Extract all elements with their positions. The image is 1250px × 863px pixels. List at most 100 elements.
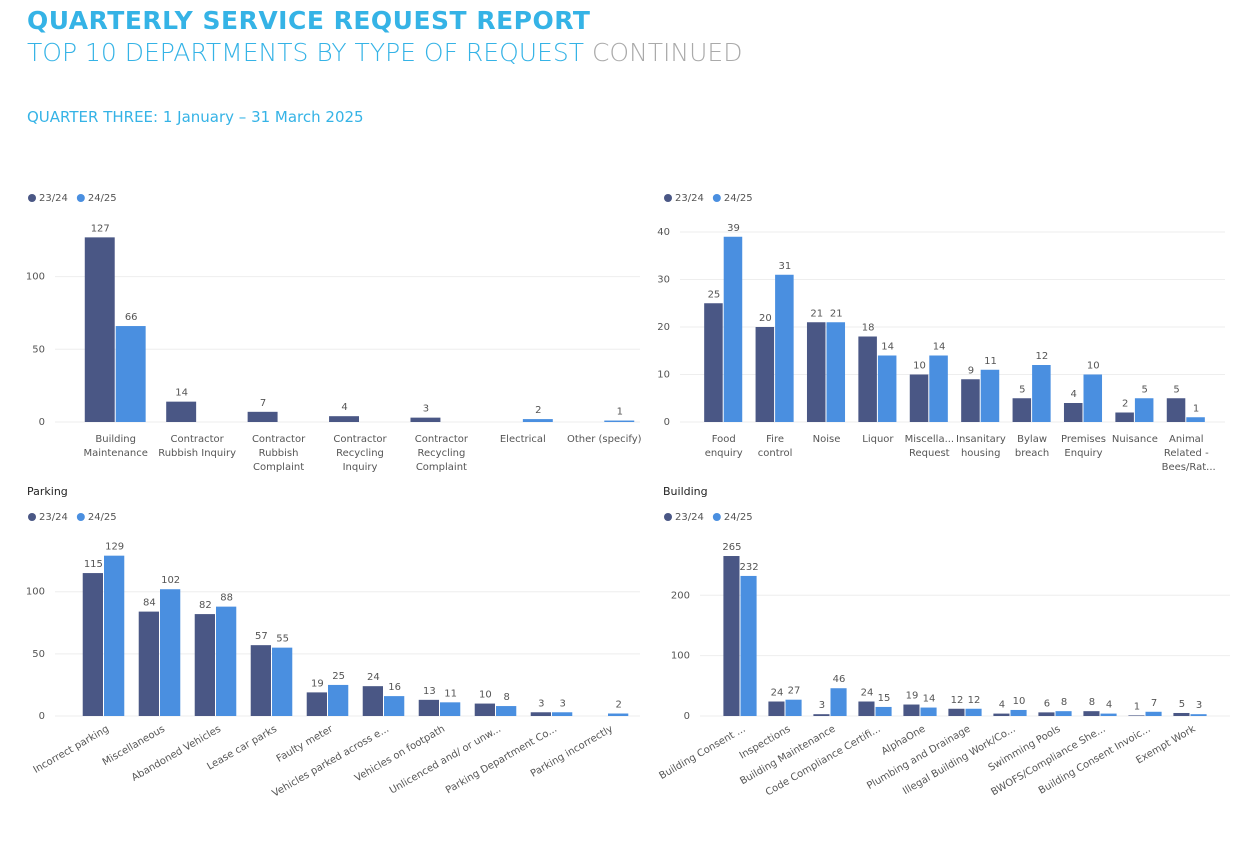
bar bbox=[474, 703, 495, 716]
bar bbox=[858, 336, 877, 422]
bar bbox=[216, 606, 237, 716]
value-label: 20 bbox=[759, 313, 772, 324]
x-tick-label: Incorrect parking bbox=[32, 724, 111, 776]
value-label: 39 bbox=[727, 223, 740, 234]
value-label: 1 bbox=[617, 407, 623, 418]
value-label: 265 bbox=[722, 542, 741, 553]
value-label: 19 bbox=[311, 678, 324, 689]
value-label: 21 bbox=[810, 308, 823, 319]
x-tick-label: Noise bbox=[812, 434, 841, 445]
value-label: 2 bbox=[1122, 399, 1128, 410]
x-tick-label: Electrical bbox=[499, 434, 546, 445]
value-label: 6 bbox=[1044, 698, 1050, 709]
x-tick-label: Contractor Rubbish Inquiry bbox=[158, 434, 237, 459]
x-tick-label: Contractor Recycling Inquiry bbox=[333, 434, 387, 473]
bar bbox=[929, 355, 948, 422]
bar bbox=[1063, 403, 1083, 422]
bar bbox=[1055, 711, 1072, 716]
value-label: 57 bbox=[255, 631, 268, 642]
value-label: 55 bbox=[276, 634, 289, 645]
x-tick-label: Vehicles on footpath bbox=[353, 724, 447, 785]
legend-marker bbox=[76, 194, 85, 202]
bar bbox=[1038, 712, 1055, 716]
bar bbox=[768, 701, 785, 716]
value-label: 3 bbox=[1196, 700, 1202, 711]
x-tick-label: Food enquiry bbox=[704, 434, 743, 459]
value-label: 10 bbox=[1087, 361, 1100, 372]
bar bbox=[1190, 714, 1207, 716]
bar bbox=[552, 712, 573, 716]
bar bbox=[909, 374, 929, 422]
value-label: 129 bbox=[105, 542, 124, 553]
bar bbox=[704, 303, 723, 422]
value-label: 3 bbox=[819, 700, 825, 711]
value-label: 5 bbox=[1173, 384, 1179, 395]
bar bbox=[1083, 374, 1103, 422]
x-tick-label: Parking Department Co... bbox=[444, 724, 559, 797]
value-label: 3 bbox=[559, 698, 565, 709]
legend-marker bbox=[28, 194, 36, 202]
bar bbox=[82, 573, 103, 716]
bar bbox=[138, 611, 159, 716]
value-label: 4 bbox=[999, 700, 1005, 711]
bar bbox=[858, 701, 875, 716]
bar bbox=[1145, 711, 1162, 716]
bar bbox=[948, 708, 965, 716]
value-label: 84 bbox=[143, 598, 156, 609]
legend-marker bbox=[664, 194, 672, 202]
x-tick-label: Fire control bbox=[757, 434, 793, 459]
value-label: 4 bbox=[1071, 389, 1077, 400]
bar bbox=[1166, 398, 1186, 422]
value-label: 1 bbox=[1193, 403, 1199, 414]
value-label: 1 bbox=[1134, 701, 1140, 712]
y-tick-label: 0 bbox=[39, 417, 45, 428]
value-label: 66 bbox=[125, 312, 138, 323]
bar bbox=[604, 420, 635, 422]
x-tick-label: Nuisance bbox=[1111, 434, 1158, 445]
subtitle-suffix: CONTINUED bbox=[591, 38, 743, 67]
value-label: 25 bbox=[708, 289, 721, 300]
value-label: 27 bbox=[788, 686, 801, 697]
x-tick-label: Abandoned Vehicles bbox=[130, 724, 223, 784]
legend-label: 24/25 bbox=[724, 512, 753, 523]
bar bbox=[806, 322, 826, 422]
bar bbox=[1083, 711, 1100, 716]
y-tick-label: 40 bbox=[657, 227, 670, 238]
bar bbox=[1128, 715, 1145, 716]
value-label: 102 bbox=[161, 575, 180, 586]
value-label: 10 bbox=[1013, 696, 1026, 707]
bar bbox=[723, 556, 740, 716]
value-label: 5 bbox=[1179, 699, 1185, 710]
value-label: 8 bbox=[503, 692, 509, 703]
legend-label: 24/25 bbox=[88, 512, 117, 523]
value-label: 7 bbox=[1151, 698, 1157, 709]
y-tick-label: 0 bbox=[39, 711, 45, 722]
bar bbox=[272, 647, 293, 716]
bar bbox=[1134, 398, 1154, 422]
value-label: 5 bbox=[1141, 384, 1147, 395]
value-label: 24 bbox=[367, 672, 380, 683]
value-label: 10 bbox=[479, 690, 492, 701]
legend-label: 23/24 bbox=[675, 512, 704, 523]
bar bbox=[826, 322, 846, 422]
x-tick-label: Premises Enquiry bbox=[1060, 434, 1106, 459]
bar bbox=[1012, 398, 1032, 422]
bar bbox=[740, 575, 757, 716]
value-label: 15 bbox=[878, 693, 891, 704]
value-label: 8 bbox=[1089, 697, 1095, 708]
bar bbox=[306, 692, 327, 716]
bar bbox=[1032, 365, 1051, 422]
legend-label: 23/24 bbox=[39, 512, 68, 523]
value-label: 12 bbox=[968, 695, 981, 706]
value-label: 11 bbox=[444, 688, 457, 699]
bar bbox=[961, 379, 980, 422]
legend-label: 23/24 bbox=[675, 193, 704, 204]
value-label: 9 bbox=[968, 365, 974, 376]
value-label: 21 bbox=[830, 308, 843, 319]
value-label: 127 bbox=[91, 223, 110, 234]
bar bbox=[1115, 412, 1134, 422]
value-label: 3 bbox=[538, 698, 544, 709]
x-tick-label: Building Consent ... bbox=[658, 724, 748, 782]
